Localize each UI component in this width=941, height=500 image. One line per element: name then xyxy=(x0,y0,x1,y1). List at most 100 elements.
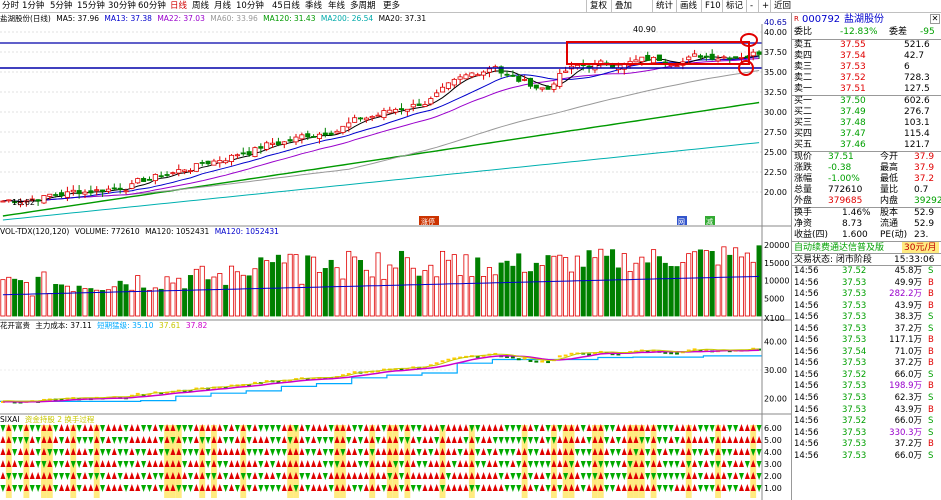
quote-panel: R 000792 盐湖股份 ✕ 委比 -12.83% 委差 -95 卖五 37.5… xyxy=(791,13,941,500)
chart-area[interactable]: 40.9018.62涨停网减 40.6540.0037.5035.0032.50… xyxy=(0,0,791,500)
f10-button[interactable]: F10 xyxy=(701,0,724,13)
volume-pane[interactable] xyxy=(0,245,762,317)
volume-bar xyxy=(217,273,223,317)
down-arrow xyxy=(756,473,762,480)
period-toolbar: 分时 1分钟 5分钟 15分钟 30分钟 60分钟 日线 周线 月线 10分钟 … xyxy=(0,0,941,13)
down-arrow xyxy=(100,449,106,456)
promo-price[interactable]: 30元/月 xyxy=(902,242,939,254)
up-arrow xyxy=(170,424,176,431)
tab-daily[interactable]: 日线 xyxy=(170,1,188,11)
tab-monthly[interactable]: 月线 xyxy=(214,1,232,11)
candle xyxy=(322,132,328,136)
cost-candle xyxy=(534,360,539,363)
mark-button[interactable]: 标记 xyxy=(722,0,746,13)
up-arrow xyxy=(527,424,533,431)
down-arrow xyxy=(703,485,709,492)
tick-row: 14:56 37.53 37.2万 B xyxy=(792,358,941,370)
tick-time: 14:56 xyxy=(794,323,819,334)
up-arrow xyxy=(410,472,416,479)
volume-bar xyxy=(451,254,457,317)
up-arrow xyxy=(404,448,410,455)
down-arrow xyxy=(293,425,299,432)
tab-1min[interactable]: 1分钟 xyxy=(22,1,45,11)
tab-year[interactable]: 年线 xyxy=(328,1,346,11)
up-arrow xyxy=(445,484,451,491)
stat-label-2: 最高 xyxy=(880,163,899,173)
annotation-circle-top xyxy=(740,33,758,47)
candle xyxy=(703,55,709,58)
tick-price: 37.53 xyxy=(842,300,867,311)
overlay-button[interactable]: 叠加 xyxy=(611,0,635,13)
up-arrow xyxy=(199,448,205,455)
ask-price: 37.55 xyxy=(840,40,866,50)
cost-candle xyxy=(569,352,574,355)
tab-10min[interactable]: 10分钟 xyxy=(236,1,264,11)
tab-45day[interactable]: 45日线 xyxy=(272,1,300,11)
cost-candle xyxy=(651,349,656,352)
up-arrow xyxy=(621,484,627,491)
sixai-pane[interactable] xyxy=(0,424,762,498)
tab-60min[interactable]: 60分钟 xyxy=(138,1,166,11)
promo-row[interactable]: 自动续费通达信普及版 30元/月 xyxy=(792,241,941,254)
candle xyxy=(64,191,70,198)
up-arrow xyxy=(375,484,381,491)
tab-15min[interactable]: 15分钟 xyxy=(77,1,105,11)
candle xyxy=(363,117,369,121)
tab-30min[interactable]: 30分钟 xyxy=(108,1,136,11)
ask-vol: 127.5 xyxy=(904,84,930,94)
up-arrow xyxy=(744,472,750,479)
tab-multi-period[interactable]: 多周期 xyxy=(350,1,376,11)
down-arrow xyxy=(18,425,24,432)
candle xyxy=(756,51,762,55)
fuquan-button[interactable]: 复权 xyxy=(586,0,610,13)
stat-row: 现价 37.51 今开 37.9 xyxy=(792,152,941,163)
up-arrow xyxy=(135,436,141,443)
down-arrow xyxy=(469,425,475,432)
down-arrow xyxy=(662,485,668,492)
tab-quarter[interactable]: 季线 xyxy=(305,1,323,11)
up-arrow xyxy=(334,424,340,431)
volume-bar xyxy=(516,253,522,317)
up-arrow xyxy=(41,448,47,455)
up-arrow xyxy=(481,472,487,479)
promo-text[interactable]: 自动续费通达信普及版 xyxy=(794,243,885,253)
tab-more[interactable]: 更多 xyxy=(383,1,401,11)
candle xyxy=(463,74,469,80)
down-arrow xyxy=(416,461,422,468)
down-arrow xyxy=(416,425,422,432)
down-arrow xyxy=(510,437,516,444)
zoom-in-button[interactable]: + xyxy=(758,0,772,13)
up-arrow xyxy=(574,436,580,443)
draw-button[interactable]: 画线 xyxy=(676,0,700,13)
up-arrow xyxy=(738,484,744,491)
up-arrow xyxy=(381,448,387,455)
volume-bar xyxy=(580,266,586,317)
up-arrow xyxy=(557,460,563,467)
badge-limit-up: 涨停 xyxy=(421,217,435,226)
close-icon[interactable]: ✕ xyxy=(930,14,940,24)
cost-candle xyxy=(616,353,621,356)
zoom-out-button[interactable]: - xyxy=(746,0,756,13)
down-arrow xyxy=(357,425,363,432)
up-arrow xyxy=(445,436,451,443)
volume-bar xyxy=(428,264,434,317)
down-arrow xyxy=(709,485,715,492)
up-arrow xyxy=(738,448,744,455)
candle xyxy=(416,103,422,106)
kline-pane[interactable]: 40.90 18.62 涨停 网 减 xyxy=(0,25,762,226)
stats-button[interactable]: 统计 xyxy=(652,0,676,13)
cost-pane[interactable] xyxy=(0,347,762,404)
up-arrow xyxy=(639,472,645,479)
recent-button[interactable]: 近回 xyxy=(770,0,794,13)
down-arrow xyxy=(316,437,322,444)
down-arrow xyxy=(229,437,235,444)
candle xyxy=(504,73,510,76)
candle xyxy=(246,151,252,155)
up-arrow xyxy=(703,448,709,455)
tick-row: 14:56 37.53 330.3万 S xyxy=(792,428,941,440)
down-arrow xyxy=(533,485,539,492)
tab-fenshi[interactable]: 分时 xyxy=(2,1,20,11)
candle xyxy=(53,194,59,196)
tab-weekly[interactable]: 周线 xyxy=(192,1,210,11)
tab-5min[interactable]: 5分钟 xyxy=(50,1,73,11)
